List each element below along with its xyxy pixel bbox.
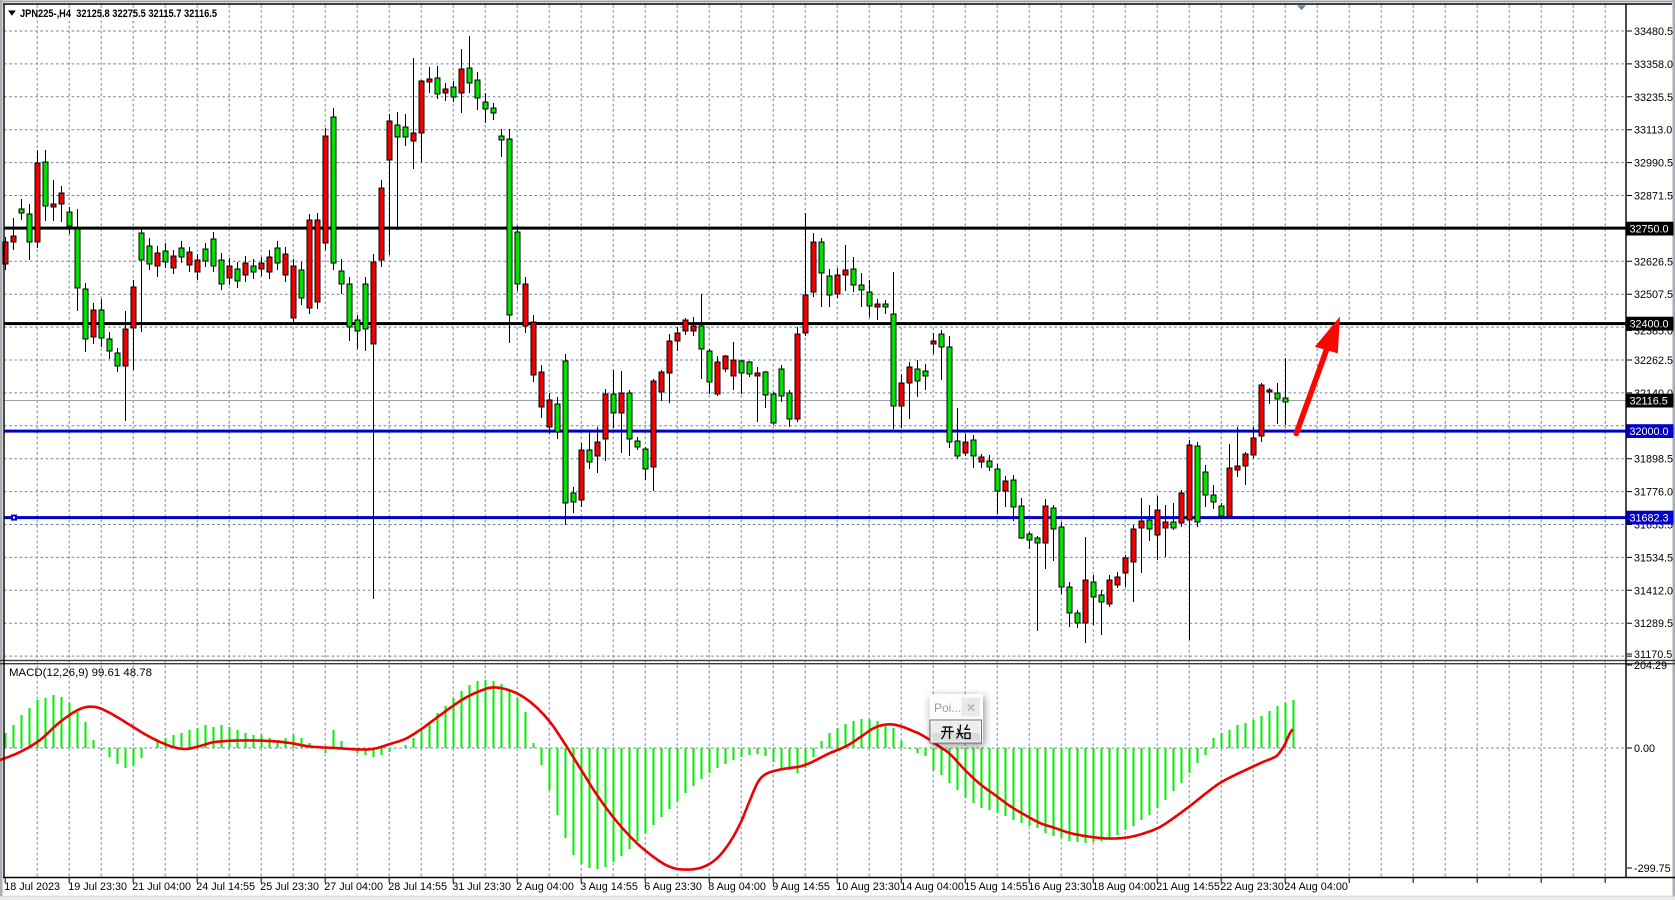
svg-text:8 Aug 04:00: 8 Aug 04:00 [708, 881, 766, 893]
svg-text:32871.5: 32871.5 [1634, 191, 1673, 203]
svg-text:15 Aug 14:55: 15 Aug 14:55 [964, 881, 1028, 893]
svg-text:32400.0: 32400.0 [1630, 319, 1669, 331]
svg-text:JPN225-,H4 32125.8 32275.5 32: JPN225-,H4 32125.8 32275.5 32115.7 32116… [20, 8, 217, 20]
svg-text:28 Jul 14:55: 28 Jul 14:55 [388, 881, 447, 893]
svg-text:9 Aug 14:55: 9 Aug 14:55 [772, 881, 830, 893]
svg-text:24 Jul 14:55: 24 Jul 14:55 [196, 881, 255, 893]
svg-text:21 Jul 04:00: 21 Jul 04:00 [132, 881, 191, 893]
svg-text:31534.5: 31534.5 [1634, 552, 1673, 564]
svg-text:31898.5: 31898.5 [1634, 454, 1673, 466]
svg-text:19 Jul 23:30: 19 Jul 23:30 [68, 881, 127, 893]
svg-text:21 Aug 14:55: 21 Aug 14:55 [1156, 881, 1220, 893]
svg-text:33358.0: 33358.0 [1634, 59, 1673, 71]
svg-text:18 Aug 04:00: 18 Aug 04:00 [1092, 881, 1156, 893]
svg-text:2 Aug 04:00: 2 Aug 04:00 [516, 881, 574, 893]
svg-text:32507.5: 32507.5 [1634, 289, 1673, 301]
svg-text:0.00: 0.00 [1634, 743, 1655, 755]
svg-text:24 Aug 04:00: 24 Aug 04:00 [1284, 881, 1348, 893]
svg-text:27 Jul 04:00: 27 Jul 04:00 [324, 881, 383, 893]
svg-text:18 Jul 2023: 18 Jul 2023 [4, 881, 60, 893]
svg-text:10 Aug 23:30: 10 Aug 23:30 [836, 881, 900, 893]
svg-text:31170.5: 31170.5 [1634, 649, 1672, 661]
svg-text:33235.5: 33235.5 [1634, 92, 1673, 104]
svg-text:31776.0: 31776.0 [1634, 487, 1673, 499]
svg-text:33113.0: 33113.0 [1634, 125, 1672, 137]
svg-text:Poi...: Poi... [934, 701, 961, 715]
svg-text:32626.5: 32626.5 [1634, 256, 1673, 268]
svg-text:32000.0: 32000.0 [1630, 426, 1669, 438]
svg-text:31 Jul 23:30: 31 Jul 23:30 [452, 881, 511, 893]
svg-text:31289.5: 31289.5 [1634, 618, 1673, 630]
svg-text:-299.75: -299.75 [1634, 863, 1671, 875]
svg-text:31682.3: 31682.3 [1630, 513, 1669, 525]
svg-text:32262.5: 32262.5 [1634, 355, 1673, 367]
svg-text:22 Aug 23:30: 22 Aug 23:30 [1220, 881, 1284, 893]
svg-text:MACD(12,26,9) 99.61 48.78: MACD(12,26,9) 99.61 48.78 [9, 667, 152, 679]
svg-text:204.29: 204.29 [1634, 660, 1667, 672]
svg-text:25 Jul 23:30: 25 Jul 23:30 [260, 881, 319, 893]
svg-text:16 Aug 23:30: 16 Aug 23:30 [1028, 881, 1092, 893]
svg-text:3 Aug 14:55: 3 Aug 14:55 [580, 881, 638, 893]
svg-text:33480.5: 33480.5 [1634, 26, 1673, 38]
svg-text:32990.5: 32990.5 [1634, 158, 1673, 170]
svg-text:6 Aug 23:30: 6 Aug 23:30 [644, 881, 702, 893]
svg-text:32116.5: 32116.5 [1630, 396, 1668, 408]
svg-text:31412.0: 31412.0 [1634, 585, 1673, 597]
svg-text:32750.0: 32750.0 [1630, 224, 1669, 236]
svg-text:14 Aug 04:00: 14 Aug 04:00 [900, 881, 964, 893]
